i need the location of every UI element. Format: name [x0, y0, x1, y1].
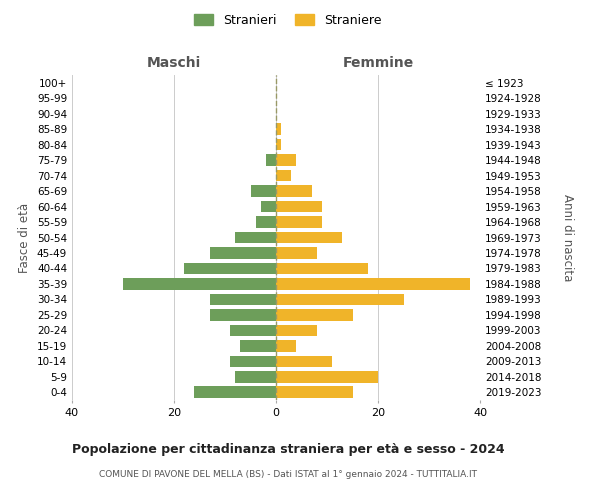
- Bar: [251, 186, 276, 197]
- Bar: [276, 124, 281, 135]
- Bar: [276, 154, 296, 166]
- Text: Popolazione per cittadinanza straniera per età e sesso - 2024: Popolazione per cittadinanza straniera p…: [71, 442, 505, 456]
- Bar: [276, 200, 322, 212]
- Bar: [276, 216, 322, 228]
- Text: Femmine: Femmine: [343, 56, 413, 70]
- Bar: [276, 356, 332, 367]
- Bar: [184, 262, 276, 274]
- Bar: [210, 247, 276, 259]
- Bar: [240, 340, 276, 351]
- Bar: [276, 309, 353, 320]
- Text: COMUNE DI PAVONE DEL MELLA (BS) - Dati ISTAT al 1° gennaio 2024 - TUTTITALIA.IT: COMUNE DI PAVONE DEL MELLA (BS) - Dati I…: [99, 470, 477, 479]
- Bar: [276, 139, 281, 150]
- Bar: [256, 216, 276, 228]
- Bar: [276, 247, 317, 259]
- Bar: [276, 386, 353, 398]
- Bar: [276, 232, 342, 243]
- Text: Maschi: Maschi: [147, 56, 201, 70]
- Bar: [230, 324, 276, 336]
- Bar: [276, 278, 470, 289]
- Bar: [276, 371, 378, 382]
- Bar: [210, 309, 276, 320]
- Bar: [276, 170, 292, 181]
- Bar: [260, 200, 276, 212]
- Bar: [230, 356, 276, 367]
- Bar: [266, 154, 276, 166]
- Bar: [123, 278, 276, 289]
- Bar: [276, 324, 317, 336]
- Bar: [276, 186, 312, 197]
- Bar: [276, 294, 404, 305]
- Legend: Stranieri, Straniere: Stranieri, Straniere: [190, 8, 386, 32]
- Y-axis label: Anni di nascita: Anni di nascita: [561, 194, 574, 281]
- Bar: [276, 340, 296, 351]
- Bar: [210, 294, 276, 305]
- Y-axis label: Fasce di età: Fasce di età: [19, 202, 31, 272]
- Bar: [235, 232, 276, 243]
- Bar: [276, 262, 368, 274]
- Bar: [194, 386, 276, 398]
- Bar: [235, 371, 276, 382]
